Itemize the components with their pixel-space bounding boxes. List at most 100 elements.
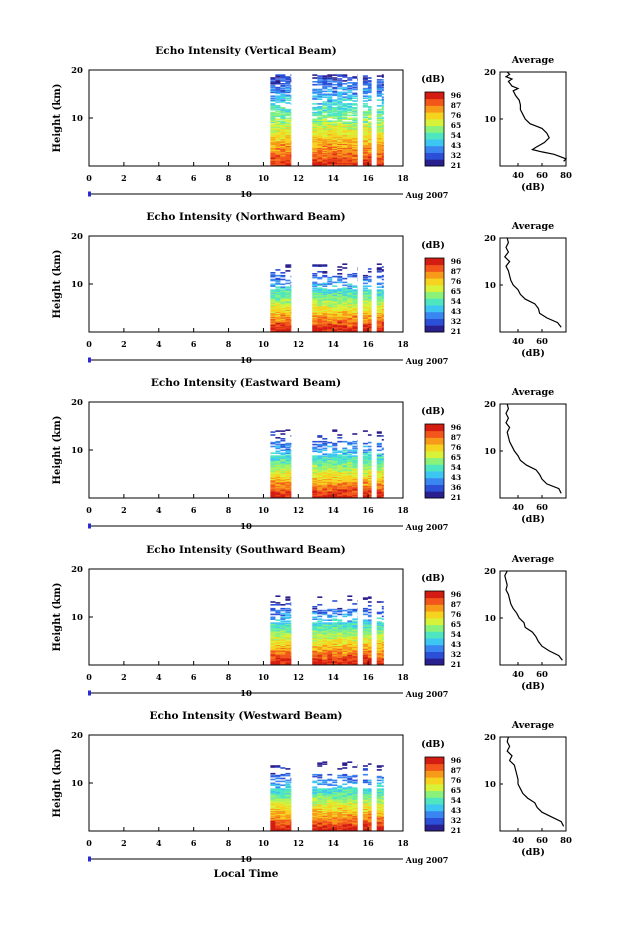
echo-cell — [322, 475, 328, 477]
echo-cell — [347, 309, 353, 311]
echo-cell — [270, 601, 276, 603]
echo-cell — [327, 327, 333, 330]
echo-cell — [285, 329, 291, 332]
echo-cell — [362, 610, 368, 613]
echo-cell — [367, 638, 372, 641]
echo-cell — [280, 627, 286, 629]
echo-cell — [367, 464, 372, 467]
echo-cell — [381, 275, 384, 278]
echo-cell — [275, 74, 281, 76]
echo-cell — [280, 325, 286, 328]
echo-cell — [352, 95, 358, 97]
echo-cell — [352, 292, 358, 294]
echo-cell — [317, 445, 323, 448]
echo-cell — [270, 622, 276, 624]
echo-cell — [270, 135, 276, 138]
echo-cell — [381, 493, 384, 496]
echo-cell — [270, 613, 276, 616]
echo-cell — [347, 449, 353, 452]
echo-cell — [290, 651, 292, 653]
echo-cell — [376, 129, 382, 131]
echo-cell — [347, 630, 353, 633]
echo-cell — [376, 481, 382, 483]
x-tick-label: 6 — [191, 173, 197, 183]
echo-cell — [367, 434, 372, 436]
echo-cell — [381, 291, 384, 293]
echo-cell — [367, 89, 372, 92]
echo-cell — [332, 647, 338, 649]
echo-cell — [285, 91, 291, 94]
echo-cell — [275, 818, 281, 820]
echo-cell — [280, 298, 286, 301]
echo-cell — [312, 310, 318, 312]
echo-cell — [327, 659, 333, 662]
echo-cell — [337, 296, 343, 298]
echo-cell — [312, 74, 318, 76]
echo-cell — [337, 492, 343, 495]
echo-cell — [275, 811, 281, 813]
echo-cell — [337, 321, 343, 324]
echo-cell — [322, 154, 328, 156]
echo-cell — [327, 114, 333, 117]
echo-cell — [280, 457, 286, 459]
echo-cell — [275, 120, 281, 122]
echo-cell — [367, 648, 372, 650]
echo-cell — [270, 815, 276, 817]
colorbar-unit-label: (dB) — [421, 573, 445, 584]
echo-cell — [362, 314, 368, 316]
echo-cell — [376, 330, 382, 333]
echo-cell — [362, 468, 368, 471]
echo-cell — [275, 468, 281, 471]
echo-cell — [312, 477, 318, 479]
echo-cell — [280, 290, 286, 292]
echo-cell — [317, 77, 323, 79]
echo-cell — [317, 485, 323, 487]
echo-cell — [337, 133, 343, 136]
echo-cell — [270, 626, 276, 628]
average-profile-line — [504, 570, 563, 661]
echo-cell — [270, 775, 276, 778]
echo-cell — [327, 828, 333, 831]
echo-cell — [362, 471, 368, 474]
echo-cell — [327, 153, 333, 155]
echo-cell — [381, 143, 384, 145]
echo-cell — [337, 297, 343, 299]
echo-cell — [376, 465, 382, 468]
echo-cell — [376, 159, 382, 162]
echo-cell — [322, 649, 328, 651]
echo-cell — [337, 104, 343, 106]
echo-cell — [285, 138, 291, 141]
echo-cell — [381, 618, 384, 620]
echo-cell — [337, 315, 343, 317]
echo-cell — [337, 451, 343, 453]
echo-cell — [312, 321, 318, 323]
echo-cell — [327, 484, 333, 486]
echo-cell — [275, 466, 281, 469]
echo-cell — [327, 654, 333, 656]
echo-cell — [317, 457, 323, 459]
echo-cell — [347, 324, 353, 327]
echo-cell — [327, 490, 333, 493]
echo-cell — [376, 308, 382, 311]
echo-cell — [337, 607, 343, 610]
echo-cell — [317, 660, 323, 663]
echo-cell — [317, 618, 323, 620]
echo-cell — [376, 651, 382, 653]
echo-cell — [342, 130, 348, 132]
echo-cell — [270, 91, 276, 94]
echo-cell — [342, 637, 348, 640]
echo-cell — [322, 137, 328, 140]
echo-cell — [280, 463, 286, 466]
echo-cell — [327, 463, 333, 466]
echo-cell — [285, 462, 291, 464]
echo-cell — [342, 487, 348, 489]
echo-cell — [367, 300, 372, 303]
echo-cell — [280, 297, 286, 300]
echo-cell — [376, 660, 382, 663]
echo-cell — [342, 622, 348, 624]
echo-cell — [347, 466, 353, 469]
echo-cell — [317, 291, 323, 293]
echo-cell — [275, 132, 281, 135]
echo-cell — [270, 163, 276, 166]
echo-cell — [376, 454, 382, 456]
